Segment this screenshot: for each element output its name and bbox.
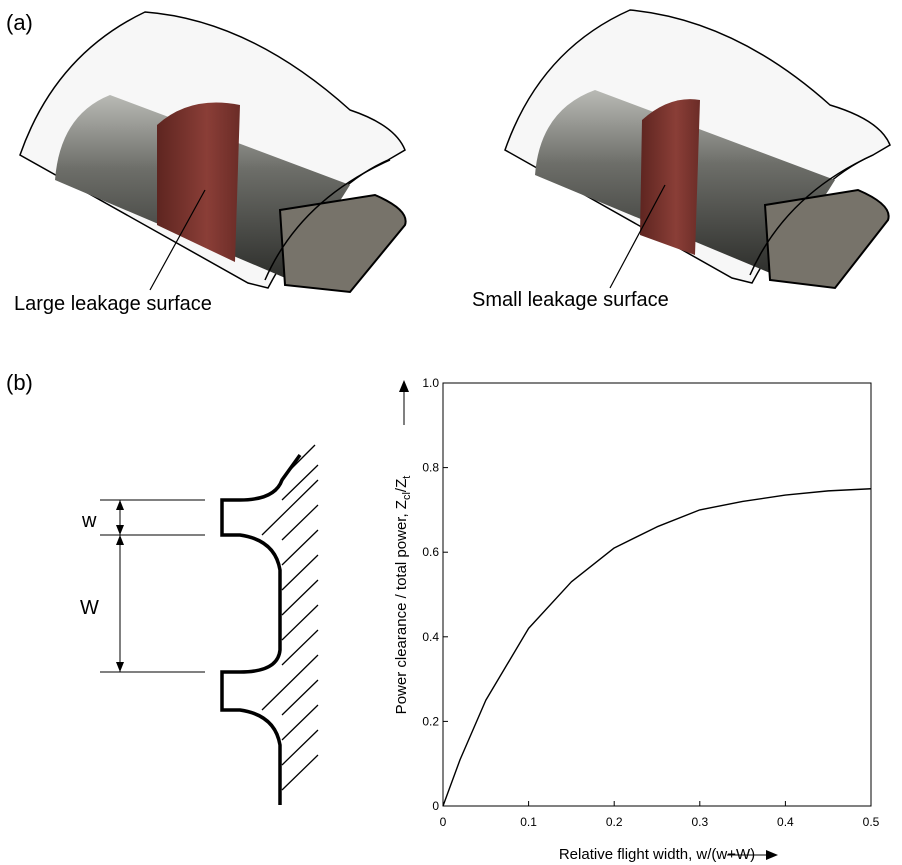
x-tick-label: 0.4 bbox=[777, 815, 794, 829]
panel-label: (b) bbox=[6, 370, 33, 395]
render-label: Large leakage surface bbox=[14, 293, 212, 315]
x-tick-label: 0.3 bbox=[691, 815, 708, 829]
x-tick-label: 0.5 bbox=[863, 815, 880, 829]
y-tick-label: 0.4 bbox=[422, 630, 439, 644]
render-label: Small leakage surface bbox=[472, 289, 669, 311]
x-tick-label: 0.1 bbox=[520, 815, 537, 829]
dim-label: w bbox=[81, 510, 97, 532]
dim-label: W bbox=[80, 597, 99, 619]
y-label-sub: t bbox=[401, 476, 413, 479]
panel-label: (a) bbox=[6, 10, 33, 35]
flight-diagram: w W bbox=[80, 445, 320, 805]
y-tick-label: 0 bbox=[432, 799, 439, 813]
x-tick-label: 0 bbox=[440, 815, 447, 829]
render-small bbox=[505, 10, 890, 288]
render-large bbox=[20, 12, 406, 292]
y-tick-label: 1.0 bbox=[422, 376, 439, 390]
y-tick-label: 0.6 bbox=[422, 545, 439, 559]
x-axis-label: Relative flight width, w/(w+W) bbox=[559, 846, 755, 863]
figure: (a) (b) Large leakage surface Small leak… bbox=[0, 0, 902, 865]
axis-arrow bbox=[766, 850, 778, 860]
y-tick-label: 0.8 bbox=[422, 461, 439, 475]
y-label-sub: cl bbox=[401, 492, 413, 500]
y-label-part: Power clearance / total power, Z bbox=[393, 500, 410, 714]
plot-frame bbox=[443, 383, 871, 806]
y-tick-label: 0.2 bbox=[422, 714, 439, 728]
axis-arrow bbox=[399, 380, 409, 392]
y-axis-label: Power clearance / total power, Zcl/Zt bbox=[393, 476, 413, 715]
x-tick-label: 0.2 bbox=[606, 815, 623, 829]
y-label-part: /Z bbox=[393, 479, 410, 492]
curve bbox=[443, 489, 871, 806]
